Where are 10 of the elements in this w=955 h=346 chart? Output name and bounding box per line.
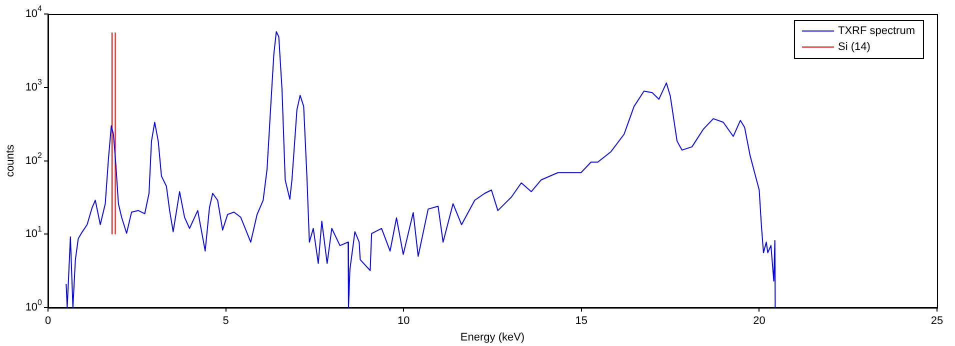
x-tick-label: 5 xyxy=(222,315,229,328)
x-tick-label: 15 xyxy=(575,315,588,328)
y-axis-title: counts xyxy=(4,144,17,178)
x-tick-label: 25 xyxy=(930,315,944,328)
x-tick-label: 20 xyxy=(753,315,766,328)
x-tick-label: 10 xyxy=(397,315,410,328)
legend-label: TXRF spectrum xyxy=(838,25,916,38)
legend-label: Si (14) xyxy=(838,41,870,54)
x-axis-title: Energy (keV) xyxy=(460,331,525,344)
x-tick-label: 0 xyxy=(44,315,52,328)
